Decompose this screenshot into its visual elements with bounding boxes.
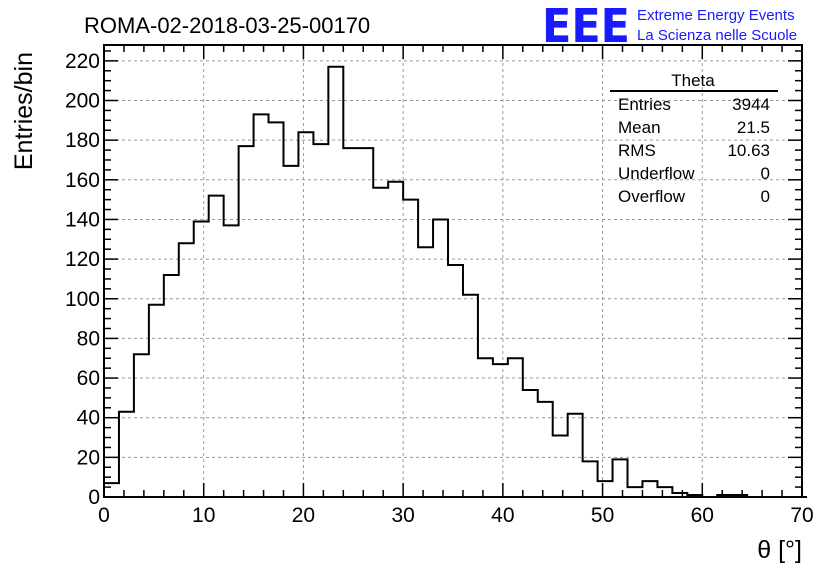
histogram-bin — [298, 132, 313, 497]
y-tick-labels: 0 20 40 60 80 100 120 140 160 180 200 220 — [65, 50, 100, 509]
histogram-bin — [254, 114, 269, 497]
histogram-bin — [568, 414, 583, 497]
histogram-bin — [598, 481, 613, 497]
histogram-bin — [313, 144, 328, 497]
y-axis-title: Entries/bin — [10, 52, 38, 170]
histogram-bin — [179, 243, 194, 497]
stats-row-label: Mean — [618, 118, 661, 137]
histogram-series — [103, 65, 807, 498]
x-tick-label: 10 — [192, 504, 215, 527]
stats-row-label: Underflow — [618, 164, 695, 183]
stats-row-value: 0 — [761, 187, 770, 206]
histogram-bin — [209, 196, 224, 497]
histogram-bin — [104, 483, 119, 497]
histogram-bin — [657, 487, 672, 497]
y-tick-label: 80 — [77, 327, 100, 350]
y-tick-label: 160 — [65, 169, 100, 192]
histogram-bin — [269, 122, 284, 497]
stats-row-value: 3944 — [732, 95, 770, 114]
stats-row-label: RMS — [618, 141, 656, 160]
x-tick-label: 30 — [391, 504, 414, 527]
eee-logo: EEE Extreme Energy Events La Scienza nel… — [542, 0, 797, 53]
y-tick-label: 120 — [65, 248, 100, 271]
y-tick-label: 140 — [65, 208, 100, 231]
histogram-bin — [403, 200, 418, 497]
y-tick-label: 220 — [65, 50, 100, 73]
histogram-bin — [164, 275, 179, 497]
stats-title: Theta — [671, 71, 715, 90]
x-tick-label: 70 — [790, 504, 813, 527]
histogram-bin — [463, 295, 478, 497]
y-tick-label: 20 — [77, 446, 100, 469]
grid-lines — [104, 45, 802, 497]
histogram-bin — [613, 459, 628, 497]
histogram-bin — [388, 182, 403, 497]
stats-row-label: Overflow — [618, 187, 686, 206]
histogram-bin — [358, 148, 373, 497]
histogram-bin — [493, 364, 508, 497]
histogram-bin — [508, 358, 523, 497]
histogram-bin — [433, 219, 448, 497]
x-tick-label: 50 — [591, 504, 614, 527]
histogram-bin — [448, 265, 463, 497]
x-tick-labels: 0 10 20 30 40 50 60 70 — [98, 504, 814, 527]
y-tick-label: 40 — [77, 407, 100, 430]
axis-ticks — [103, 45, 803, 498]
histogram-bin — [239, 146, 254, 497]
x-tick-label: 40 — [491, 504, 514, 527]
histogram-bin — [373, 188, 388, 497]
histogram-bin — [523, 390, 538, 497]
stats-row-label: Entries — [618, 95, 671, 114]
histogram-bin — [134, 354, 149, 497]
histogram-bin — [553, 436, 568, 497]
histogram-outline — [103, 65, 807, 498]
histogram-bin — [224, 225, 239, 497]
histogram-bin — [642, 481, 657, 497]
chart-title: ROMA-02-2018-03-25-00170 — [84, 13, 370, 38]
stats-row-value: 10.63 — [727, 141, 770, 160]
histogram-bin — [194, 221, 209, 497]
histogram-bin — [283, 166, 298, 497]
x-axis-title: θ [°] — [757, 536, 802, 564]
y-tick-label: 200 — [65, 90, 100, 113]
histogram-bin — [538, 402, 553, 497]
y-tick-label: 0 — [88, 486, 100, 509]
stats-box: Theta Entries 3944 Mean 21.5 RMS 10.63 Underfl… — [610, 71, 778, 206]
x-tick-label: 0 — [98, 504, 110, 527]
x-tick-label: 60 — [691, 504, 714, 527]
histogram-bin — [343, 148, 358, 497]
histogram-bin — [119, 412, 134, 497]
histogram-bin — [328, 67, 343, 497]
x-tick-label: 20 — [292, 504, 315, 527]
y-tick-label: 180 — [65, 129, 100, 152]
y-tick-label: 60 — [77, 367, 100, 390]
plot-frame — [103, 44, 803, 498]
stats-row-value: 21.5 — [737, 118, 770, 137]
logo-line-2: La Scienza nelle Scuole — [637, 27, 797, 44]
logo-line-1: Extreme Energy Events — [637, 7, 795, 24]
histogram-bin — [418, 247, 433, 497]
histogram-bin — [478, 358, 493, 497]
stats-row-value: 0 — [761, 164, 770, 183]
y-tick-label: 100 — [65, 288, 100, 311]
histogram-bin — [149, 305, 164, 497]
logo-mark: EEE — [542, 0, 630, 53]
histogram-bin — [628, 487, 643, 497]
histogram-bin — [583, 461, 598, 497]
